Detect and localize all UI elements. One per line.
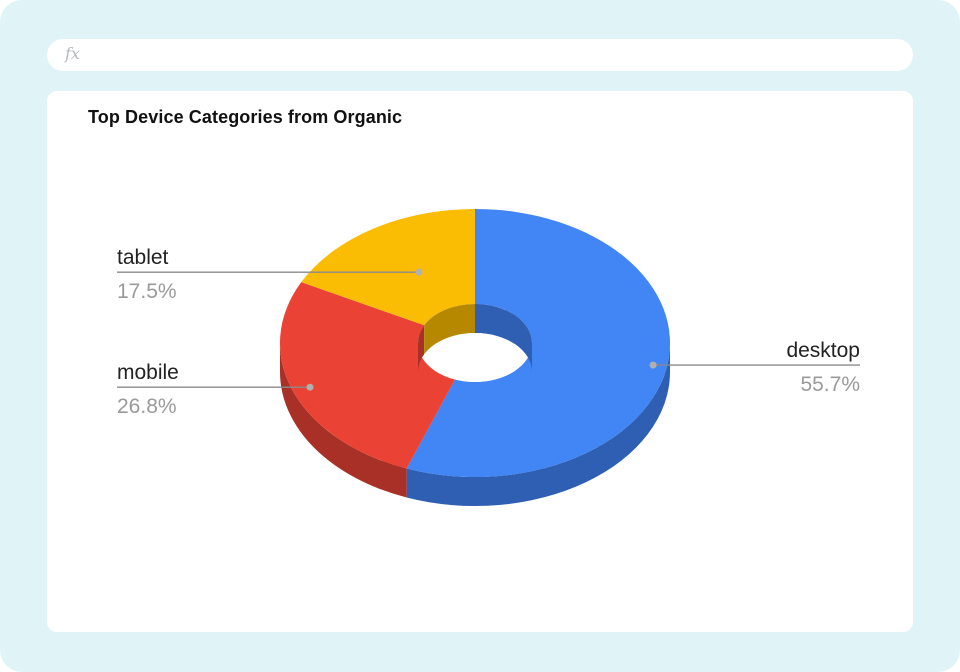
- fx-icon: fx: [65, 44, 80, 63]
- chart-card[interactable]: Top Device Categories from Organic deskt…: [47, 91, 913, 632]
- donut-hole: [418, 333, 532, 382]
- chart-title: Top Device Categories from Organic: [88, 107, 403, 127]
- slice-inner-wall-tablet: [424, 304, 475, 355]
- slice-side-mobile: [280, 343, 407, 498]
- formula-bar[interactable]: fx: [47, 39, 913, 71]
- slice-value-tablet: 17.5%: [117, 280, 177, 303]
- slice-tablet[interactable]: [301, 209, 475, 326]
- slice-value-desktop: 55.7%: [800, 373, 860, 396]
- pie-labels: desktop 55.7% mobile 26.8% tablet 17.5%: [117, 246, 860, 418]
- slice-value-mobile: 26.8%: [117, 395, 177, 418]
- slice-mobile[interactable]: [280, 282, 456, 469]
- leader-dot-mobile: [306, 383, 314, 391]
- leader-dot-tablet: [415, 268, 423, 276]
- leader-dot-desktop: [649, 361, 657, 369]
- pie-top-faces: [280, 209, 671, 478]
- slice-label-mobile: mobile: [117, 361, 179, 384]
- slice-side-desktop: [406, 343, 670, 506]
- slice-desktop[interactable]: [406, 209, 671, 478]
- slice-inner-wall-desktop: [475, 304, 532, 372]
- pie-side-walls: [280, 343, 670, 506]
- slice-label-tablet: tablet: [117, 246, 169, 269]
- pie-chart: desktop 55.7% mobile 26.8% tablet 17.5%: [117, 209, 860, 506]
- slice-inner-wall-mobile: [418, 325, 425, 372]
- slice-label-desktop: desktop: [786, 339, 860, 362]
